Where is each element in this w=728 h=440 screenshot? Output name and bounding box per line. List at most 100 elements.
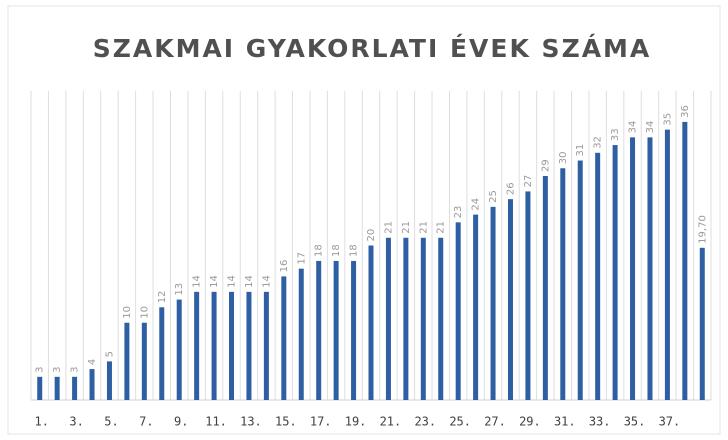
data-label: 3	[52, 366, 63, 372]
data-label: 25	[488, 190, 499, 203]
x-tick-label: 21.	[380, 415, 402, 429]
x-tick-label: 37.	[659, 415, 681, 429]
bar	[281, 276, 287, 400]
data-label: 26	[505, 182, 516, 195]
x-tick-label: 35.	[624, 415, 646, 429]
data-label: 14	[244, 275, 255, 288]
data-label: 23	[453, 206, 464, 219]
data-label: 3	[70, 366, 81, 372]
data-label: 33	[610, 128, 621, 141]
x-tick-label: 15.	[275, 415, 297, 429]
bar	[176, 299, 182, 400]
bar	[525, 191, 531, 400]
bar	[490, 206, 496, 400]
bar	[263, 291, 269, 400]
data-label: 36	[680, 105, 691, 118]
data-label: 10	[122, 306, 133, 319]
data-label: 27	[523, 175, 534, 188]
bar	[211, 291, 217, 400]
bar	[194, 291, 200, 400]
data-label: 24	[471, 198, 482, 211]
bar	[106, 361, 112, 400]
data-label: 19,70	[697, 215, 708, 244]
x-tick-label: 17.	[310, 415, 332, 429]
bar	[316, 260, 322, 400]
bar	[560, 168, 566, 400]
data-label: 10	[139, 306, 150, 319]
data-label: 16	[279, 260, 290, 273]
bar	[72, 376, 78, 400]
bar	[438, 237, 444, 400]
bar	[473, 214, 479, 400]
bar	[246, 291, 252, 400]
bar	[403, 237, 409, 400]
data-label: 14	[227, 275, 238, 288]
bar	[542, 175, 548, 400]
x-tick-label: 1.	[34, 415, 48, 429]
data-label: 35	[662, 113, 673, 126]
bar	[507, 199, 513, 400]
data-label: 18	[349, 244, 360, 257]
bar	[630, 137, 636, 400]
x-tick-label: 13.	[240, 415, 262, 429]
data-label: 14	[261, 275, 272, 288]
bar	[333, 260, 339, 400]
data-label: 18	[314, 244, 325, 257]
bar	[577, 160, 583, 400]
bar	[298, 268, 304, 400]
x-tick-label: 3.	[69, 415, 83, 429]
data-label: 21	[383, 221, 394, 234]
bar	[54, 376, 60, 400]
data-label: 34	[628, 121, 639, 134]
data-label: 13	[174, 283, 185, 296]
x-tick-label: 7.	[139, 415, 153, 429]
x-tick-label: 9.	[174, 415, 188, 429]
data-label: 29	[540, 159, 551, 172]
data-label: 32	[593, 136, 604, 149]
bar	[420, 237, 426, 400]
data-label: 17	[296, 252, 307, 265]
bar	[37, 376, 43, 400]
chart-title: SZAKMAI GYAKORLATI ÉVEK SZÁMA	[93, 34, 652, 63]
data-label: 21	[401, 221, 412, 234]
bar	[595, 152, 601, 400]
bar	[664, 129, 670, 400]
bar	[351, 260, 357, 400]
x-tick-label: 5.	[104, 415, 118, 429]
bar	[89, 369, 95, 400]
bar	[159, 307, 165, 400]
x-tick-label: 33.	[589, 415, 611, 429]
data-label: 12	[157, 291, 168, 304]
data-label: 20	[366, 229, 377, 242]
bar	[385, 237, 391, 400]
data-label: 30	[558, 152, 569, 165]
x-tick-label: 19.	[345, 415, 367, 429]
x-tick-label: 11.	[205, 415, 227, 429]
bar	[124, 322, 130, 400]
x-tick-label: 27.	[484, 415, 506, 429]
data-label: 4	[87, 359, 98, 365]
data-label: 14	[209, 275, 220, 288]
bar	[368, 245, 374, 400]
data-label: 21	[418, 221, 429, 234]
x-tick-label: 31.	[554, 415, 576, 429]
data-label: 31	[575, 144, 586, 157]
data-label: 5	[104, 351, 115, 357]
bar	[229, 291, 235, 400]
chart-frame	[7, 5, 721, 435]
x-tick-label: 23.	[414, 415, 436, 429]
bar	[682, 121, 688, 401]
data-label: 21	[436, 221, 447, 234]
data-label: 3	[35, 366, 46, 372]
bar	[455, 222, 461, 400]
bar	[647, 137, 653, 400]
bar	[612, 145, 618, 400]
data-label: 14	[192, 275, 203, 288]
x-tick-label: 25.	[449, 415, 471, 429]
data-label: 18	[331, 244, 342, 257]
x-tick-label: 29.	[519, 415, 541, 429]
bar	[699, 247, 705, 400]
data-label: 34	[645, 121, 656, 134]
bar	[141, 322, 147, 400]
